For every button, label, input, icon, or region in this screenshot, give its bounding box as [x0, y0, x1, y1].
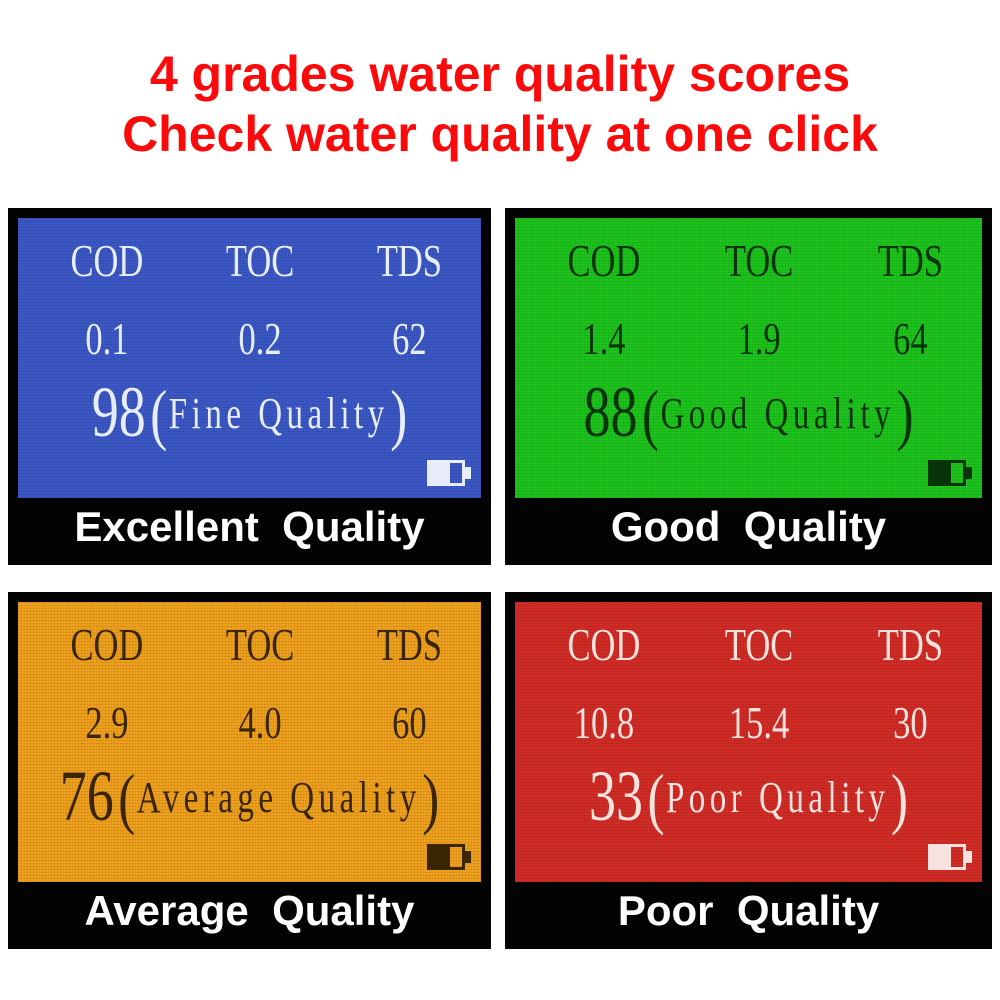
score-paren-open: ( — [641, 376, 659, 452]
battery-fill — [430, 847, 450, 867]
toc-value: 0.2 — [238, 313, 282, 364]
toc-label: TOC — [724, 619, 794, 670]
score-paren-open: ( — [118, 760, 136, 836]
panel-caption-average: Average Quality — [84, 886, 415, 934]
battery-fill — [931, 463, 951, 483]
score-paren-close: ) — [891, 760, 909, 836]
cod-label: COD — [70, 235, 144, 286]
lcd-content: COD 10.8 TOC 15.4 TDS 30 33 — [515, 602, 982, 833]
panel-caption-excellent: Excellent Quality — [74, 502, 425, 550]
toc-value: 15.4 — [728, 697, 790, 748]
score-grade-label: Good Quality — [660, 389, 896, 438]
tds-label: TDS — [376, 619, 442, 670]
lcd-content: COD 0.1 TOC 0.2 TDS 62 98 — [18, 218, 481, 449]
battery-icon — [928, 460, 972, 486]
heading-line-2: Check water quality at one click — [122, 106, 878, 162]
score-line: 76 ( Average Quality ) — [18, 760, 481, 832]
battery-fill — [430, 463, 450, 483]
cod-value: 10.8 — [573, 697, 635, 748]
score-value: 98 — [91, 372, 146, 452]
lcd-column-cod: COD 2.9 — [71, 622, 144, 746]
score-grade-label: Poor Quality — [665, 773, 890, 822]
lcd-screen-good: COD 1.4 TOC 1.9 TDS 64 88 — [515, 218, 982, 498]
lcd-column-toc: TOC 0.2 — [226, 238, 294, 362]
score-value: 33 — [588, 756, 643, 836]
toc-label: TOC — [724, 235, 794, 286]
lcd-column-cod: COD 1.4 — [568, 238, 641, 362]
battery-icon — [427, 460, 471, 486]
lcd-column-tds: TDS 60 — [377, 622, 442, 746]
score-paren-close: ) — [390, 376, 408, 452]
tds-value: 62 — [392, 313, 427, 364]
lcd-content: COD 2.9 TOC 4.0 TDS 60 76 — [18, 602, 481, 833]
tds-label: TDS — [877, 235, 943, 286]
score-line: 33 ( Poor Quality ) — [515, 760, 982, 832]
lcd-screen-poor: COD 10.8 TOC 15.4 TDS 30 33 — [515, 602, 982, 882]
battery-icon — [928, 844, 972, 870]
cod-value: 1.4 — [582, 313, 626, 364]
quality-panel-good: COD 1.4 TOC 1.9 TDS 64 88 — [505, 208, 992, 565]
tds-value: 60 — [392, 697, 427, 748]
lcd-column-toc: TOC 15.4 — [725, 622, 793, 746]
score-paren-close: ) — [896, 376, 914, 452]
score-paren-close: ) — [422, 760, 440, 836]
quality-panel-average: COD 2.9 TOC 4.0 TDS 60 76 — [8, 592, 491, 949]
score-value: 76 — [59, 756, 114, 836]
quality-panel-poor: COD 10.8 TOC 15.4 TDS 30 33 — [505, 592, 992, 949]
toc-value: 1.9 — [737, 313, 781, 364]
cod-label: COD — [70, 619, 144, 670]
lcd-column-toc: TOC 4.0 — [226, 622, 294, 746]
panel-caption-good: Good Quality — [610, 502, 887, 550]
cod-value: 2.9 — [85, 697, 129, 748]
toc-value: 4.0 — [238, 697, 282, 748]
score-grade-label: Fine Quality — [168, 389, 389, 438]
tds-value: 30 — [893, 697, 928, 748]
tds-value: 64 — [893, 313, 928, 364]
lcd-content: COD 1.4 TOC 1.9 TDS 64 88 — [515, 218, 982, 449]
lcd-screen-excellent: COD 0.1 TOC 0.2 TDS 62 98 — [18, 218, 481, 498]
lcd-column-tds: TDS 30 — [878, 622, 943, 746]
cod-label: COD — [567, 619, 641, 670]
heading-line-1: 4 grades water quality scores — [149, 46, 851, 102]
battery-icon — [427, 844, 471, 870]
score-value: 88 — [583, 372, 638, 452]
battery-fill — [931, 847, 951, 867]
toc-label: TOC — [225, 235, 295, 286]
tds-label: TDS — [877, 619, 943, 670]
score-grade-label: Average Quality — [136, 773, 421, 822]
score-line: 88 ( Good Quality ) — [515, 376, 982, 448]
panels-grid: COD 0.1 TOC 0.2 TDS 62 98 — [0, 200, 1000, 949]
score-paren-open: ( — [150, 376, 168, 452]
lcd-column-tds: TDS 62 — [377, 238, 442, 362]
lcd-column-tds: TDS 64 — [878, 238, 943, 362]
lcd-column-cod: COD 0.1 — [71, 238, 144, 362]
toc-label: TOC — [225, 619, 295, 670]
cod-value: 0.1 — [85, 313, 129, 364]
quality-panel-excellent: COD 0.1 TOC 0.2 TDS 62 98 — [8, 208, 491, 565]
cod-label: COD — [567, 235, 641, 286]
panel-caption-poor: Poor Quality — [617, 886, 880, 934]
lcd-column-cod: COD 10.8 — [568, 622, 641, 746]
score-line: 98 ( Fine Quality ) — [18, 376, 481, 448]
page-title: 4 grades water quality scores Check wate… — [0, 0, 1000, 200]
lcd-screen-average: COD 2.9 TOC 4.0 TDS 60 76 — [18, 602, 481, 882]
score-paren-open: ( — [647, 760, 665, 836]
tds-label: TDS — [376, 235, 442, 286]
lcd-column-toc: TOC 1.9 — [725, 238, 793, 362]
